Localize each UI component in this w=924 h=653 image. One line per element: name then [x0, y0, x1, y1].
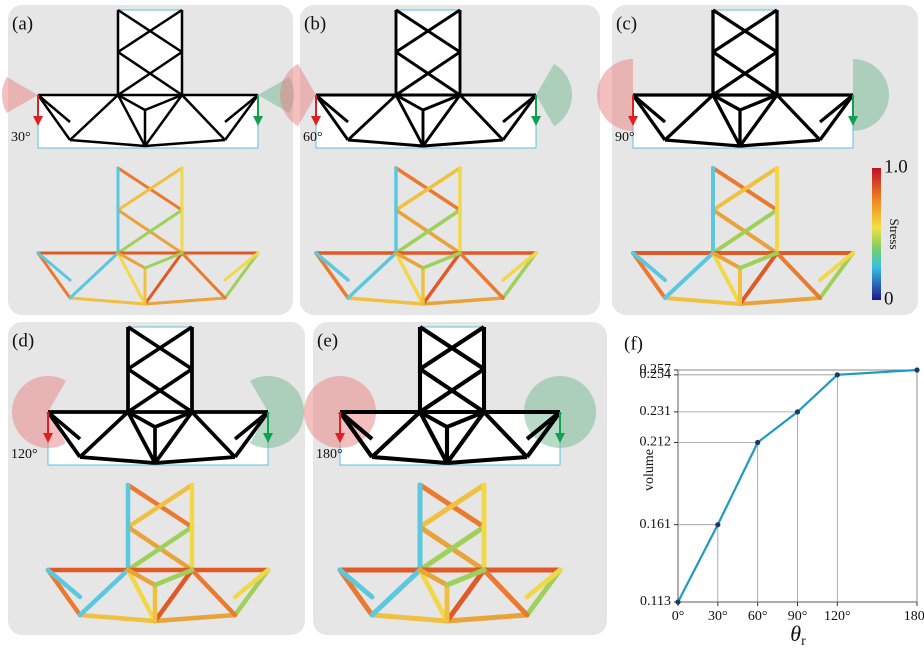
- load-range: [597, 59, 633, 131]
- y-tick-label: 0.231: [640, 404, 672, 419]
- x-tick-label: 120°: [824, 609, 851, 624]
- data-point: [914, 367, 919, 372]
- y-tick-label: 0.212: [640, 435, 672, 450]
- colorbar-max: 1.0: [884, 156, 908, 177]
- panel-label: (e): [317, 330, 338, 351]
- y-tick-label: 0.257: [640, 362, 672, 377]
- x-tick-label: 0°: [672, 609, 685, 624]
- angle-label: 60°: [303, 130, 323, 145]
- data-point: [835, 372, 840, 377]
- figure: (a) 30° (b) 60° (c) 90° (d) 120° (e) 180° 1.0 0 S…: [0, 0, 924, 653]
- x-tick-label: 30°: [708, 609, 728, 624]
- angle-label: 90°: [615, 130, 635, 145]
- x-tick-label: 180°: [904, 609, 924, 624]
- x-label-symbol: θ: [790, 621, 801, 646]
- data-point: [795, 409, 800, 414]
- panel-label: (d): [12, 330, 34, 351]
- colorbar-min: 0: [884, 288, 894, 309]
- angle-label: 180°: [316, 447, 343, 462]
- x-axis-label: θr: [790, 621, 806, 649]
- design-domain: [420, 327, 484, 412]
- data-point: [755, 440, 760, 445]
- y-axis-label: volume: [642, 449, 657, 491]
- colorbar: [872, 168, 881, 300]
- design-domain: [128, 327, 192, 412]
- panel-label: (a): [12, 13, 33, 34]
- x-label-subscript: r: [801, 634, 806, 649]
- angle-label: 30°: [11, 130, 31, 145]
- angle-label: 120°: [11, 447, 38, 462]
- colorbar-title: Stress: [887, 218, 902, 249]
- design-domain: [118, 10, 182, 95]
- y-tick-label: 0.161: [640, 517, 672, 532]
- data-point: [675, 599, 680, 604]
- x-tick-label: 60°: [748, 609, 768, 624]
- y-tick-label: 0.113: [640, 594, 671, 609]
- data-point: [715, 522, 720, 527]
- panel-label: (b): [304, 13, 326, 34]
- x-tick-label: 90°: [788, 609, 808, 624]
- panel-label: (c): [616, 13, 637, 34]
- design-domain: [396, 10, 460, 95]
- design-domain: [713, 10, 777, 95]
- panel-label: (f): [624, 333, 643, 354]
